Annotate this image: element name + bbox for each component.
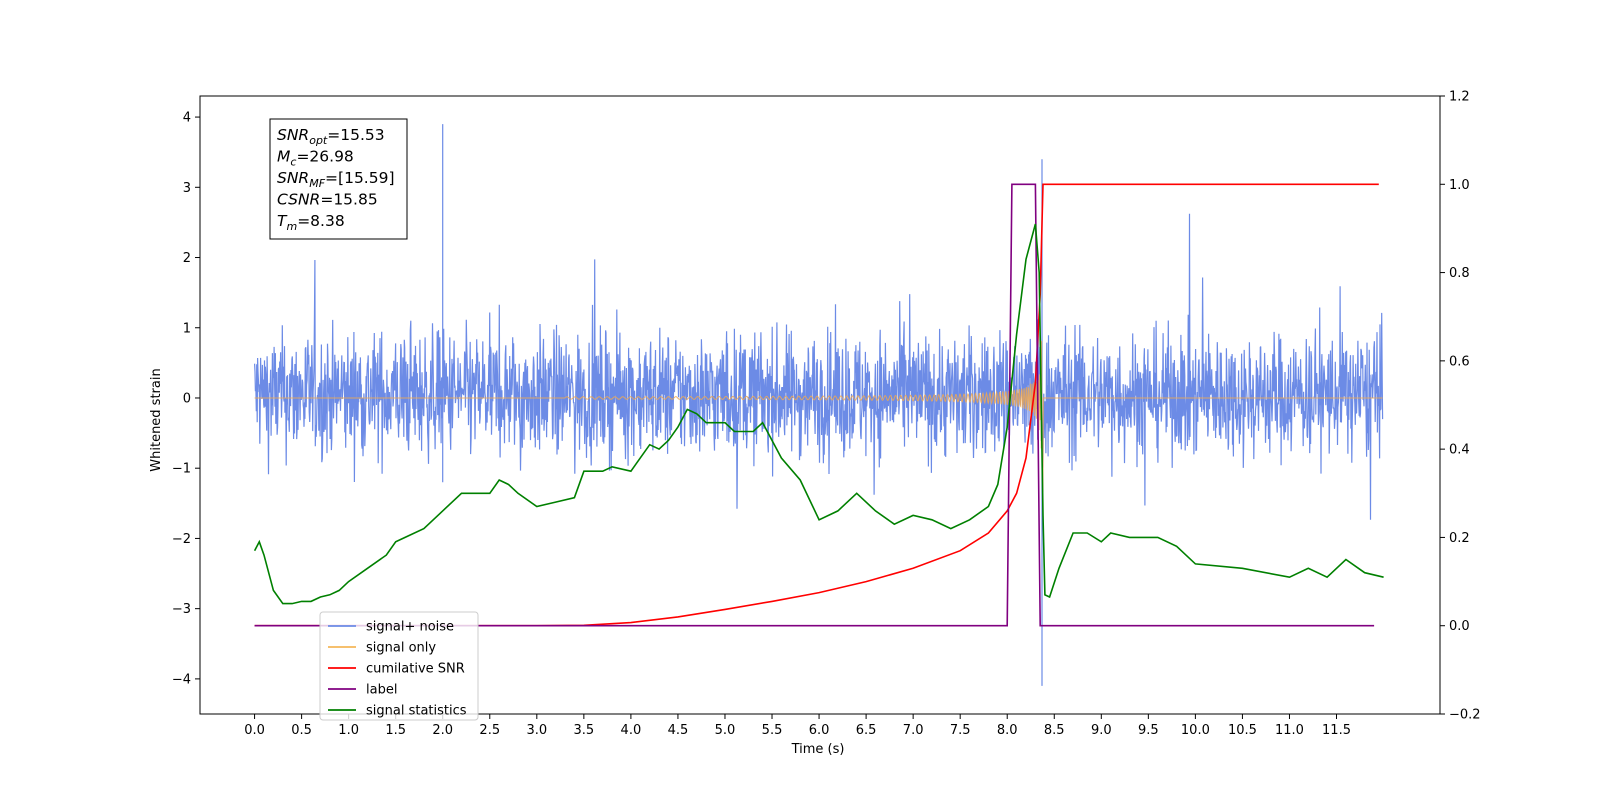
- x-tick-label: 2.5: [479, 723, 500, 738]
- annotation-line: SNRopt=15.53: [277, 126, 385, 147]
- x-tick-label: 7.0: [903, 723, 924, 738]
- signal-statistics-line: [253, 223, 1384, 605]
- cumilative-snr-line: [254, 183, 1379, 627]
- y2-tick-label: 0.0: [1449, 619, 1470, 634]
- y-tick-label: 1: [183, 321, 191, 336]
- y2-tick-label: 0.8: [1449, 266, 1470, 281]
- plot-frame: [199, 95, 1441, 715]
- annotation-subscript: opt: [309, 134, 328, 147]
- right-axis-series: [253, 183, 1384, 627]
- y2-tick-label: 0.4: [1449, 443, 1470, 458]
- x-tick-label: 3.0: [526, 723, 547, 738]
- y-axis-label: Whitened strain: [149, 368, 164, 471]
- stats-annotation-box: SNRopt=15.53Mc=26.98SNRMF=[15.59]CSNR=15…: [269, 118, 408, 240]
- x-tick-label: 7.5: [950, 723, 971, 738]
- signal-only-series: [254, 340, 1383, 492]
- annotation-subscript: c: [290, 156, 296, 169]
- y2-axis-ticks: 1.2 1.0 0.8 0.6 0.4 0.2 0.0 −0.2: [1440, 90, 1481, 723]
- x-tick-label: 1.5: [385, 723, 406, 738]
- annotation-symbol: T: [277, 212, 288, 230]
- x-tick-label: 11.5: [1322, 723, 1351, 738]
- y2-tick-label: 1.2: [1449, 90, 1470, 105]
- x-tick-label: 10.5: [1228, 723, 1257, 738]
- x-tick-label: 9.5: [1138, 723, 1159, 738]
- annotation-value: =26.98: [296, 148, 353, 166]
- x-tick-label: 0.0: [244, 723, 265, 738]
- y-tick-label: 2: [183, 251, 191, 266]
- annotation-value: =15.53: [327, 126, 384, 144]
- y-tick-label: 3: [183, 181, 191, 196]
- annotation-subscript: MF: [309, 177, 325, 190]
- x-tick-label: 0.5: [291, 723, 312, 738]
- legend-frame: [319, 611, 479, 721]
- x-tick-label: 3.5: [574, 723, 595, 738]
- y-tick-label: −1: [172, 462, 191, 477]
- annotation-symbol: CSNR: [277, 191, 320, 209]
- y2-tick-label: 0.2: [1449, 531, 1470, 546]
- annotation-frame: [269, 118, 408, 240]
- y2-tick-label: 0.6: [1449, 354, 1470, 369]
- x-tick-label: 1.0: [338, 723, 359, 738]
- annotation-symbol: SNR: [277, 169, 309, 187]
- x-tick-label: 4.5: [668, 723, 689, 738]
- signal-only-line: [254, 340, 1383, 492]
- y-tick-label: 0: [183, 391, 191, 406]
- annotation-symbol: M: [277, 148, 290, 166]
- legend-label-signal-only: signal only: [366, 641, 436, 656]
- annotation-lines: SNRopt=15.53Mc=26.98SNRMF=[15.59]CSNR=15…: [277, 126, 395, 233]
- annotation-line: SNRMF=[15.59]: [277, 169, 395, 190]
- x-tick-label: 8.0: [997, 723, 1018, 738]
- x-tick-label: 9.0: [1091, 723, 1112, 738]
- annotation-line: Mc=26.98: [277, 148, 354, 169]
- y2-tick-label: 1.0: [1449, 178, 1470, 193]
- x-tick-label: 6.0: [809, 723, 830, 738]
- x-tick-label: 10.0: [1181, 723, 1210, 738]
- y-tick-label: −3: [172, 602, 191, 617]
- legend-items: signal+ noise signal only cumilative SNR la…: [328, 620, 467, 719]
- annotation-line: Tm=8.38: [277, 212, 345, 233]
- x-axis-ticks: 0.0 0.5 1.0 1.5 2.0 2.5 3.0 3.5 4.0 4.5 5.0 5.5 6.0 6…: [244, 714, 1351, 738]
- legend-label-signal-noise: signal+ noise: [366, 620, 454, 635]
- legend: signal+ noise signal only cumilative SNR la…: [319, 611, 479, 721]
- annotation-value: =8.38: [297, 212, 345, 230]
- annotation-line: CSNR=15.85: [277, 191, 378, 209]
- y-tick-label: −2: [172, 532, 191, 547]
- annotation-symbol: SNR: [277, 126, 309, 144]
- x-tick-label: 4.0: [621, 723, 642, 738]
- y2-tick-label: −0.2: [1449, 708, 1481, 723]
- y-axis-ticks: 4 3 2 1 0 −1 −2 −3 −4: [172, 111, 200, 687]
- x-tick-label: 5.0: [715, 723, 736, 738]
- y-tick-label: 4: [183, 111, 191, 126]
- x-tick-label: 6.5: [856, 723, 877, 738]
- x-axis-label: Time (s): [791, 742, 845, 757]
- annotation-value: =[15.59]: [325, 169, 394, 187]
- x-tick-label: 8.5: [1044, 723, 1065, 738]
- legend-label-cumilative-snr: cumilative SNR: [366, 662, 465, 677]
- annotation-value: =15.85: [320, 191, 377, 209]
- legend-label-label: label: [366, 683, 397, 698]
- label-line: [254, 183, 1375, 627]
- x-tick-label: 11.0: [1275, 723, 1304, 738]
- y-tick-label: −4: [172, 672, 191, 687]
- legend-label-signal-statistics: signal statistics: [366, 704, 467, 719]
- x-tick-label: 5.5: [762, 723, 783, 738]
- annotation-subscript: m: [286, 220, 297, 233]
- x-tick-label: 2.0: [432, 723, 453, 738]
